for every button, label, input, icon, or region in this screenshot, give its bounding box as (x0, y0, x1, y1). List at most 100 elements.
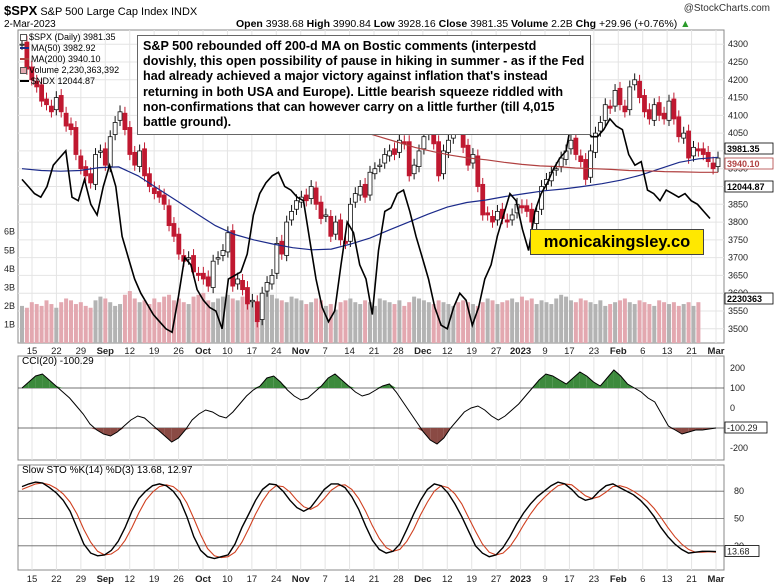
candle-body (583, 159, 589, 180)
cci-overbought-fill (573, 372, 580, 388)
candle-body (147, 173, 152, 187)
x-tick-label-bottom: 17 (247, 574, 258, 585)
x-tick-label-bottom: Oct (195, 574, 212, 585)
legend-ma50-label: MA(50) 3982.92 (31, 43, 96, 53)
volume-bar (686, 302, 691, 343)
candle-body (98, 150, 103, 153)
volume-bar (24, 307, 29, 343)
volume-bar (466, 302, 471, 343)
volume-bar (338, 302, 343, 343)
volume-bar (510, 298, 515, 343)
last-price-label: 2230363 (727, 294, 762, 304)
x-tick-label-bottom: 14 (344, 574, 355, 585)
x-tick-label: 22 (51, 346, 62, 357)
volume-bar (191, 296, 196, 343)
volume-axis-label: 1B (4, 319, 15, 329)
volume-bar (372, 305, 377, 343)
sto-last-label: 13.68 (727, 547, 750, 557)
volume-bar (666, 304, 671, 343)
candle-body (661, 112, 667, 120)
volume-bar (235, 300, 240, 343)
candle-body (686, 130, 691, 159)
ndx-line (21, 102, 711, 334)
x-tick-label: 19 (149, 346, 160, 357)
x-tick-label-bottom: 6 (640, 574, 645, 585)
volume-bar (382, 300, 387, 343)
candle-body (519, 205, 525, 209)
candle-body (431, 134, 437, 145)
up-arrow-icon: ▲ (680, 18, 691, 30)
x-tick-label: 17 (247, 346, 258, 357)
candle-body (465, 144, 471, 166)
close-label: Close (438, 18, 468, 30)
candle-body (323, 214, 329, 217)
x-tick-label-bottom: Sep (97, 574, 115, 585)
y-tick-label: 3800 (728, 217, 748, 227)
last-price-label: 12044.87 (727, 182, 765, 192)
volume-bar (495, 304, 500, 343)
ma200-line (307, 114, 718, 173)
volume-bar (137, 302, 142, 343)
cci-oversold-fill (437, 428, 444, 444)
volume-bar (353, 302, 358, 343)
candle-body (73, 127, 79, 155)
watermark: @StockCharts.com (683, 3, 770, 14)
x-tick-label-bottom: 17 (564, 574, 575, 585)
cci-overbought-fill (35, 374, 43, 388)
volume-bar (118, 304, 123, 343)
candle-body (240, 279, 245, 291)
x-tick-label-bottom: 23 (589, 574, 600, 585)
x-tick-label: 24 (271, 346, 282, 357)
candle-body (83, 166, 89, 177)
volume-bar (318, 300, 323, 343)
candle-body (352, 193, 358, 203)
candle-body (215, 257, 221, 260)
volume-bar (461, 300, 466, 343)
candle-body (284, 221, 290, 256)
candle-body (681, 132, 687, 139)
x-tick-label-bottom: 15 (27, 574, 38, 585)
y-tick-label: 3850 (728, 199, 748, 209)
cci-panel-frame (17, 355, 725, 461)
cci-oversold-fill (185, 428, 193, 430)
volume-bar (284, 302, 289, 343)
candle-body (264, 282, 270, 292)
volume-bar (328, 304, 333, 343)
volume-bar (108, 302, 113, 343)
x-tick-label-bottom: 21 (686, 574, 697, 585)
candle-body (710, 162, 716, 170)
candle-body (367, 171, 373, 196)
candle-body (166, 205, 172, 227)
volume-bar (490, 300, 495, 343)
volume-bar (549, 304, 554, 343)
candle-body (220, 250, 226, 256)
cci-oversold-fill (423, 428, 431, 440)
cci-overbought-fill (566, 378, 574, 388)
volume-bar (657, 300, 662, 343)
volume-bar (343, 300, 348, 343)
cci-overbought-fill (28, 376, 36, 388)
candle-body (436, 141, 442, 177)
candle-body (676, 116, 682, 138)
volume-bar (529, 298, 534, 343)
candle-body (485, 212, 491, 216)
volume-bar (39, 305, 44, 343)
x-tick-label: Feb (610, 346, 627, 357)
high-label: High (306, 18, 330, 30)
x-tick-label: 15 (27, 346, 38, 357)
x-tick-label: 6 (640, 346, 645, 357)
volume-bar (613, 302, 618, 343)
change-value: +29.96 (+0.76%) (598, 18, 678, 30)
volume-bar (83, 305, 88, 343)
candle-body (372, 168, 378, 175)
x-tick-label: 10 (222, 346, 233, 357)
volume-bar (426, 302, 431, 343)
y-tick-label: 4300 (728, 39, 748, 49)
x-tick-label-bottom: 12 (442, 574, 453, 585)
cci-y-tick-label: 200 (730, 363, 745, 373)
candle-body (151, 187, 157, 195)
last-price-box (724, 157, 774, 170)
volume-bar (98, 296, 103, 343)
volume-bar (451, 305, 456, 343)
volume-bar (676, 305, 681, 343)
